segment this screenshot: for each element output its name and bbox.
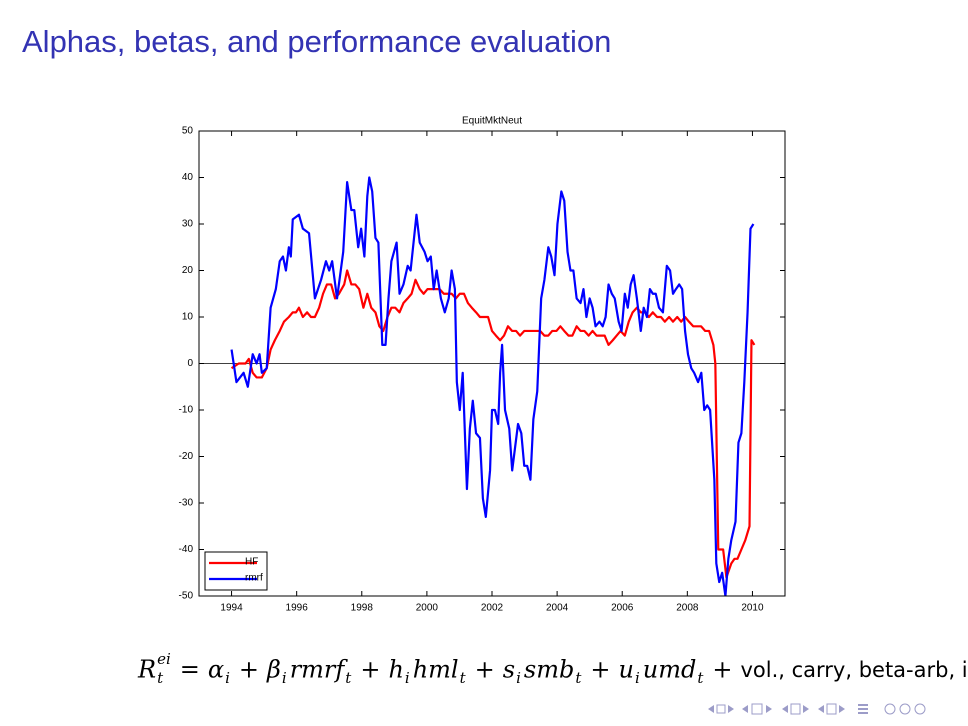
nav-icon <box>818 705 824 713</box>
y-tick-label: 50 <box>182 126 194 137</box>
formula-term: s <box>503 656 515 684</box>
formula-term: umd <box>643 656 697 684</box>
formula-term: R <box>137 656 156 684</box>
formula-subscript: i <box>516 669 521 687</box>
nav-icon <box>826 703 837 715</box>
formula-term: vol., carry, beta-arb, issu <box>740 658 968 682</box>
y-tick-label: 40 <box>182 172 194 183</box>
x-tick-label: 1996 <box>286 603 309 614</box>
formula-subscript: t <box>575 669 582 687</box>
formula-subscript: i <box>635 669 640 687</box>
nav-icon <box>708 705 714 713</box>
formula-subscript: i <box>225 669 230 687</box>
y-tick-label: 0 <box>187 358 193 369</box>
formula-term: + <box>475 656 495 684</box>
nav-icon <box>858 704 868 706</box>
x-tick-label: 2004 <box>546 603 569 614</box>
x-tick-label: 2000 <box>416 603 439 614</box>
y-tick-label: -40 <box>179 544 194 555</box>
nav-icon <box>858 712 868 714</box>
formula-term: smb <box>524 656 574 684</box>
nav-icon <box>858 708 868 710</box>
legend: HF rmrf <box>204 551 268 591</box>
x-tick-label: 2010 <box>741 603 764 614</box>
nav-icon <box>884 703 896 715</box>
formula-term: α <box>208 656 224 684</box>
formula-term: h <box>388 656 403 684</box>
series-line <box>230 176 755 596</box>
x-tick-label: 1998 <box>351 603 374 614</box>
y-tick-label: 10 <box>182 312 194 323</box>
y-tick-label: -10 <box>179 405 194 416</box>
navigation-icons <box>708 703 926 715</box>
nav-icon <box>766 705 772 713</box>
x-tick-label: 2008 <box>676 603 699 614</box>
nav-icon <box>716 704 726 714</box>
nav-icon <box>914 703 926 715</box>
formula-term: u <box>618 656 633 684</box>
x-tick-label: 1994 <box>220 603 243 614</box>
formula-subscript: i <box>405 669 410 687</box>
y-tick-label: 30 <box>182 219 194 230</box>
nav-icon <box>899 703 911 715</box>
formula-term: = <box>180 656 200 684</box>
formula-term: β <box>266 656 281 684</box>
formula-term: + <box>712 656 732 684</box>
formula-subscript: t <box>345 669 352 687</box>
series-line <box>230 269 756 579</box>
axes-box <box>198 130 786 597</box>
formula-term: hml <box>413 656 459 684</box>
nav-icon <box>751 703 763 715</box>
formula-subscript: t <box>697 669 704 687</box>
nav-icon <box>728 705 734 713</box>
y-tick-label: -30 <box>179 498 194 509</box>
y-tick-label: 20 <box>182 265 194 276</box>
nav-icon <box>742 705 748 713</box>
formula-superscript: ei <box>157 650 171 668</box>
y-tick-label: -50 <box>179 591 194 602</box>
chart-title: EquitMktNeut <box>462 116 522 127</box>
y-tick-label: -20 <box>179 451 194 462</box>
formula-term: rmrf <box>290 656 349 684</box>
formula-term: + <box>239 656 259 684</box>
formula-subscript: t <box>460 669 467 687</box>
legend-label: HF <box>245 557 258 568</box>
legend-box <box>204 551 268 591</box>
formula-subscript: i <box>282 669 287 687</box>
nav-icon <box>803 705 809 713</box>
formula-subscript: t <box>157 669 164 687</box>
slide-title: Alphas, betas, and performance evaluatio… <box>22 24 611 59</box>
x-tick-label: 2006 <box>611 603 634 614</box>
formula-term: + <box>360 656 380 684</box>
nav-icon <box>790 703 801 715</box>
legend-label: rmrf <box>245 573 263 584</box>
nav-icon <box>839 705 845 713</box>
formula-term: + <box>590 656 610 684</box>
nav-icon <box>782 705 788 713</box>
x-tick-label: 2002 <box>481 603 504 614</box>
